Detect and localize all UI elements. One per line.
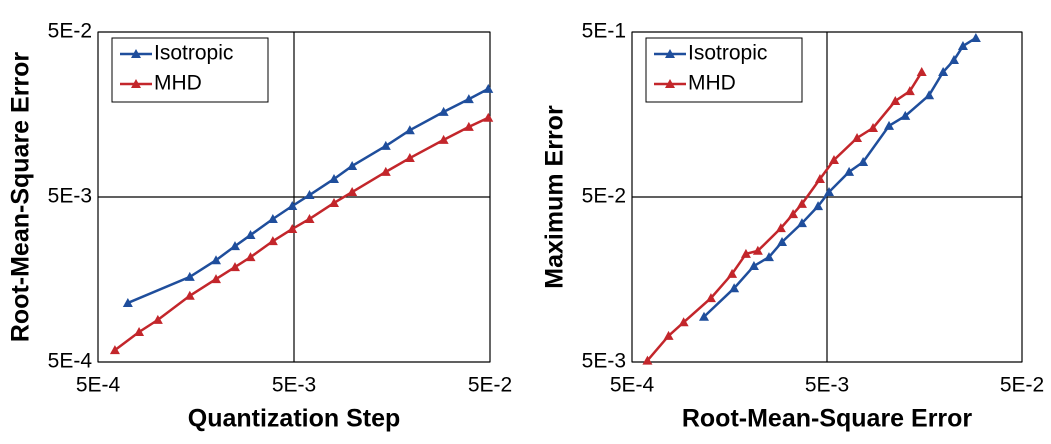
marker xyxy=(748,260,759,270)
marker xyxy=(904,86,915,96)
marker xyxy=(184,290,195,300)
marker xyxy=(957,41,968,51)
marker xyxy=(347,187,358,197)
marker xyxy=(828,154,839,164)
marker xyxy=(970,32,981,42)
marker xyxy=(663,330,674,340)
marker xyxy=(438,106,449,116)
marker xyxy=(404,125,415,135)
marker xyxy=(287,200,298,210)
y-tick-label: 5E-2 xyxy=(582,185,626,208)
marker xyxy=(329,197,340,207)
marker xyxy=(729,283,740,293)
x-tick-label: 5E-2 xyxy=(1000,374,1044,397)
marker xyxy=(752,245,763,255)
marker xyxy=(916,67,927,77)
marker xyxy=(245,230,256,240)
legend-box xyxy=(111,37,269,103)
marker xyxy=(868,122,879,132)
marker xyxy=(380,166,391,176)
x-tick-label: 5E-4 xyxy=(610,374,655,397)
marker xyxy=(884,120,895,130)
legend-label: Isotropic xyxy=(688,42,767,65)
y-axis-title: Maximum Error xyxy=(541,105,569,289)
marker xyxy=(211,274,222,284)
marker xyxy=(329,173,340,183)
y-tick-label: 5E-2 xyxy=(48,20,92,43)
marker xyxy=(229,241,240,251)
legend-marker xyxy=(131,79,141,88)
y-tick-label: 5E-4 xyxy=(48,350,93,373)
x-tick-label: 5E-3 xyxy=(272,374,316,397)
marker xyxy=(938,67,949,77)
marker xyxy=(858,156,869,166)
marker xyxy=(463,94,474,104)
marker xyxy=(229,262,240,272)
marker xyxy=(184,271,195,281)
marker xyxy=(380,140,391,150)
marker xyxy=(152,314,163,324)
marker xyxy=(740,248,751,258)
marker xyxy=(347,160,358,170)
marker xyxy=(122,297,133,307)
marker xyxy=(109,345,120,355)
x-axis-title: Quantization Step xyxy=(188,405,401,433)
marker xyxy=(796,198,807,208)
marker xyxy=(287,223,298,233)
marker xyxy=(698,311,709,321)
x-tick-label: 5E-3 xyxy=(805,374,849,397)
marker xyxy=(678,317,689,327)
legend-label: MHD xyxy=(688,72,736,95)
marker xyxy=(890,95,901,105)
y-tick-label: 5E-3 xyxy=(582,350,626,373)
marker xyxy=(900,110,911,120)
marker xyxy=(788,209,799,219)
legend-label: Isotropic xyxy=(154,42,233,65)
x-tick-label: 5E-2 xyxy=(468,374,512,397)
x-axis-title: Root-Mean-Square Error xyxy=(682,405,973,433)
marker xyxy=(245,252,256,262)
marker xyxy=(763,252,774,262)
marker xyxy=(705,293,716,303)
marker xyxy=(211,255,222,265)
marker xyxy=(134,326,145,336)
marker xyxy=(304,190,315,200)
marker xyxy=(813,201,824,211)
y-axis-title: Root-Mean-Square Error xyxy=(7,52,35,343)
marker xyxy=(852,132,863,142)
marker xyxy=(267,213,278,223)
marker xyxy=(438,134,449,144)
marker xyxy=(948,55,959,65)
marker xyxy=(844,166,855,176)
marker xyxy=(777,236,788,246)
legend-marker xyxy=(665,49,675,58)
marker xyxy=(775,223,786,233)
marker xyxy=(483,83,494,93)
legend-box xyxy=(645,37,803,103)
marker xyxy=(824,187,835,197)
marker xyxy=(304,213,315,223)
marker xyxy=(483,112,494,122)
marker xyxy=(404,153,415,163)
marker xyxy=(642,355,653,365)
marker xyxy=(814,173,825,183)
legend-marker xyxy=(131,49,141,58)
marker xyxy=(796,218,807,228)
legend-label: MHD xyxy=(154,72,202,95)
marker xyxy=(463,121,474,131)
marker xyxy=(727,268,738,278)
x-tick-label: 5E-4 xyxy=(76,374,121,397)
marker xyxy=(267,236,278,246)
legend-marker xyxy=(665,79,675,88)
y-tick-label: 5E-3 xyxy=(48,185,92,208)
marker xyxy=(924,90,935,100)
y-tick-label: 5E-1 xyxy=(582,20,626,43)
